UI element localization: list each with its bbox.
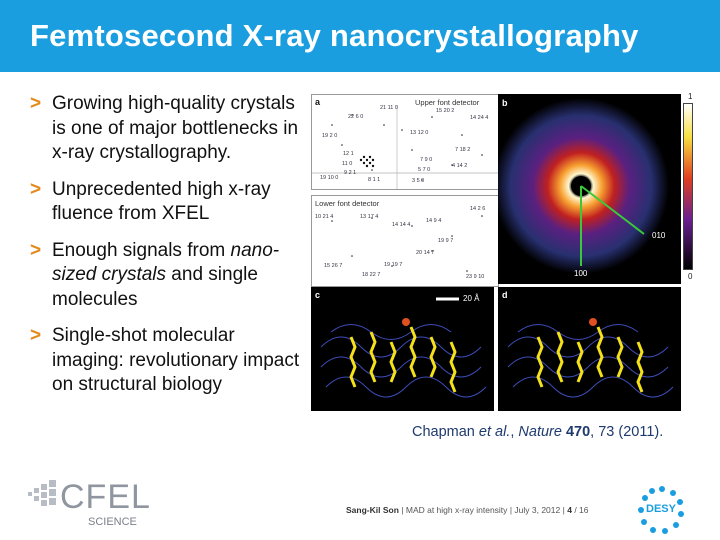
cfel-logo-graphic (28, 480, 56, 506)
miller-index: 19 9 7 (438, 238, 454, 244)
panel-label-c: c (315, 290, 321, 300)
desy-logo-text: DESY (646, 503, 676, 515)
miller-index: 14 14 4 (392, 222, 411, 228)
miller-index: 13 12 0 (410, 130, 429, 136)
axis-label-100: 100 (574, 269, 588, 278)
miller-index: 15 26 7 (324, 263, 343, 269)
miller-index: 18 22 7 (362, 272, 381, 278)
desy-logo: DESY (636, 484, 688, 536)
citation: Chapman et al., Nature 470, 73 (2011). (412, 424, 663, 440)
bullet-marker: > (30, 93, 42, 114)
citation-volume: 470 (565, 424, 591, 440)
diffraction-upper-panel: a Upper font detector 21 11 0 22 6 0 15 … (311, 94, 499, 190)
desy-logo-graphic (638, 486, 684, 534)
lower-detector-pattern (331, 215, 483, 272)
axis-label-010: 010 (652, 231, 666, 240)
footer-author: Sang-Kil Son (346, 505, 399, 515)
footer-date: July 3, 2012 (514, 505, 561, 515)
miller-index: 3 5 0 (412, 178, 425, 184)
miller-index: 14 2 6 (470, 206, 486, 212)
footer-separator: | (401, 505, 404, 515)
miller-index: 20 14 7 (416, 250, 435, 256)
footer-separator: | (509, 505, 513, 515)
miller-index: 15 20 2 (436, 108, 455, 114)
citation-authors: Chapman (412, 424, 479, 440)
powder-pattern-panel: b 010 100 (498, 94, 681, 284)
miller-index: 11 0 (342, 161, 353, 167)
miller-index: 7 18 2 (455, 147, 471, 153)
panel-label-d: d (502, 290, 508, 300)
colorbar (683, 103, 693, 270)
lower-detector-label: Lower font detector (315, 199, 380, 208)
diffraction-lower-panel: Lower font detector 14 2 6 10 21 4 13 17… (311, 195, 499, 287)
footer: Sang-Kil Son | MAD at high x-ray intensi… (346, 505, 589, 515)
footer-page-number: 4 (567, 505, 572, 515)
bullet-list: > Growing high-quality crystals is one o… (30, 92, 310, 410)
miller-index: 10 21 4 (315, 214, 334, 220)
upper-detector-label: Upper font detector (415, 98, 480, 107)
slide-title: Femtosecond X-ray nanocrystallography (30, 18, 639, 53)
citation-comma: , (510, 424, 519, 440)
bullet-marker: > (30, 178, 42, 200)
scale-bar-label: 20 Å (463, 294, 480, 303)
cfel-logo-subtext: SCIENCE (88, 516, 137, 528)
colorbar-gradient (684, 104, 692, 269)
panel-label-a: a (315, 97, 321, 107)
miller-index: 21 11 0 (380, 105, 398, 111)
miller-index: 14 24 4 (470, 115, 489, 121)
miller-index: 23 9 10 (466, 274, 485, 280)
bullet-text-emphasis: nano-sized crystals (52, 239, 280, 286)
miller-index: 22 6 0 (348, 114, 364, 120)
bullet-item: > Unprecedented high x-ray fluence from … (30, 178, 310, 227)
bullet-text-pre: Enough signals from (52, 239, 231, 261)
citation-etal: et al. (478, 424, 511, 440)
density-map-image-d (498, 287, 681, 411)
density-map-panel-d: d (498, 287, 681, 411)
colorbar-max: 1 (688, 92, 693, 101)
miller-index: 12 1 (343, 151, 354, 157)
footer-talk-title: MAD at high x-ray intensity (405, 505, 508, 515)
cfel-logo-text: CFEL (60, 478, 151, 516)
bullet-item: > Single-shot molecular imaging: revolut… (30, 324, 310, 398)
miller-index: 4 14 2 (452, 163, 468, 169)
miller-index: 14 9 4 (426, 218, 442, 224)
miller-index: 19 10 0 (320, 175, 339, 181)
density-map-image-c (311, 287, 494, 411)
upper-detector-pattern (312, 105, 498, 189)
miller-index: 19 19 7 (384, 262, 403, 268)
colorbar-min: 0 (688, 272, 693, 281)
bullet-item: > Growing high-quality crystals is one o… (30, 92, 310, 166)
footer-separator: | (562, 505, 565, 515)
footer-page-total: / 16 (574, 505, 589, 515)
bullet-text: Single-shot molecular imaging: revolutio… (52, 325, 300, 395)
bullet-text: Unprecedented high x-ray fluence from XF… (52, 178, 271, 225)
citation-journal: Nature (518, 424, 562, 440)
powder-pattern-image (498, 98, 669, 274)
density-map-panel-c: c 20 Å (311, 287, 494, 411)
miller-index: 13 17 4 (360, 214, 379, 220)
bullet-text-post: and single molecules (52, 264, 258, 310)
miller-index: 7 9 0 (420, 157, 433, 163)
miller-index: 19 2 0 (322, 133, 338, 139)
miller-index: 9 2 1 (344, 170, 357, 176)
cfel-logo: CFEL SCIENCE (28, 478, 151, 534)
bullet-item: > Enough signals from nano-sized crystal… (30, 239, 310, 313)
miller-index: 5 7 0 (418, 167, 431, 173)
bullet-text: Growing high-quality crystals is one of … (52, 93, 299, 163)
bullet-marker: > (30, 325, 42, 346)
bullet-marker: > (30, 239, 42, 261)
miller-index: 8 1 1 (368, 177, 381, 183)
title-bar: Femtosecond X-ray nanocrystallography (0, 0, 720, 72)
panel-label-b: b (502, 98, 508, 108)
citation-pages-year: , 73 (2011). (590, 424, 664, 440)
